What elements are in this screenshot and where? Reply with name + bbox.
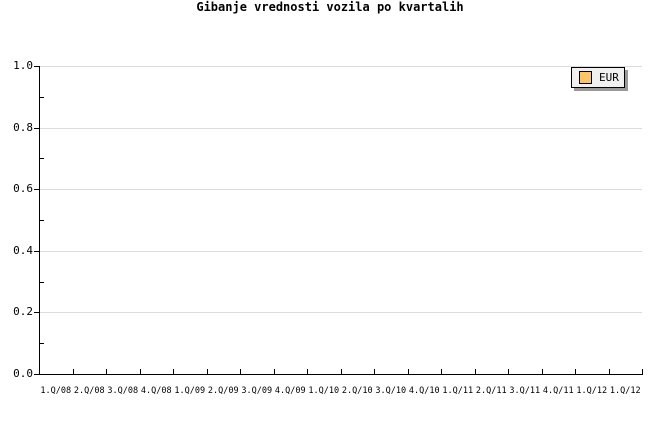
x-tick <box>73 369 74 374</box>
x-tick-label: 2.Q/08 <box>73 386 105 396</box>
y-major-tick <box>34 189 39 190</box>
y-major-tick <box>34 374 39 375</box>
y-major-tick <box>34 312 39 313</box>
x-tick <box>575 369 576 374</box>
x-tick-label: 1.Q/09 <box>174 386 206 396</box>
y-minor-tick <box>40 158 44 159</box>
x-tick <box>240 369 241 374</box>
legend-swatch-eur-icon <box>579 71 592 84</box>
x-tick <box>642 369 643 374</box>
x-tick-label: 4.Q/10 <box>408 386 440 396</box>
y-tick-label: 1.0 <box>13 59 33 72</box>
x-tick <box>508 369 509 374</box>
x-tick <box>106 369 107 374</box>
x-tick <box>609 369 610 374</box>
x-tick-label: 2.Q/09 <box>207 386 239 396</box>
y-major-tick <box>34 128 39 129</box>
legend-label-eur: EUR <box>599 71 619 84</box>
x-tick <box>341 369 342 374</box>
x-tick <box>542 369 543 374</box>
x-tick-label: 1.Q/12 <box>576 386 608 396</box>
x-tick <box>441 369 442 374</box>
y-tick-label: 0.4 <box>13 244 33 257</box>
x-tick <box>274 369 275 374</box>
y-major-tick <box>34 66 39 67</box>
x-tick-label: 3.Q/08 <box>107 386 139 396</box>
x-tick-label: 1.Q/11 <box>442 386 474 396</box>
y-gridline <box>40 189 642 190</box>
x-tick <box>140 369 141 374</box>
x-tick-label: 1.Q/08 <box>40 386 72 396</box>
y-gridline <box>40 251 642 252</box>
x-tick-label: 2.Q/11 <box>475 386 507 396</box>
x-tick <box>475 369 476 374</box>
x-tick-label: 1.Q/10 <box>308 386 340 396</box>
y-minor-tick <box>40 343 44 344</box>
y-tick-label: 0.8 <box>13 121 33 134</box>
chart-title: Gibanje vrednosti vozila po kvartalih <box>196 0 464 14</box>
legend: EUR <box>571 67 625 88</box>
x-tick-label: 1.Q/12 <box>609 386 641 396</box>
y-minor-tick <box>40 282 44 283</box>
y-tick-label: 0.2 <box>13 305 33 318</box>
x-tick-label: 4.Q/11 <box>542 386 574 396</box>
x-tick <box>408 369 409 374</box>
x-tick <box>307 369 308 374</box>
x-tick-label: 2.Q/10 <box>341 386 373 396</box>
y-tick-label: 0.0 <box>13 367 33 380</box>
y-tick-label: 0.6 <box>13 182 33 195</box>
y-minor-tick <box>40 97 44 98</box>
y-major-tick <box>34 251 39 252</box>
x-tick <box>173 369 174 374</box>
y-gridline <box>40 312 642 313</box>
x-tick-label: 4.Q/09 <box>274 386 306 396</box>
x-tick-label: 3.Q/11 <box>509 386 541 396</box>
y-axis-line <box>39 66 40 375</box>
x-tick-label: 4.Q/08 <box>140 386 172 396</box>
x-tick-label: 3.Q/10 <box>375 386 407 396</box>
y-gridline <box>40 128 642 129</box>
x-axis-line <box>39 374 643 375</box>
x-tick <box>207 369 208 374</box>
x-tick-label: 3.Q/09 <box>241 386 273 396</box>
y-gridline <box>40 66 642 67</box>
y-minor-tick <box>40 220 44 221</box>
x-tick <box>374 369 375 374</box>
